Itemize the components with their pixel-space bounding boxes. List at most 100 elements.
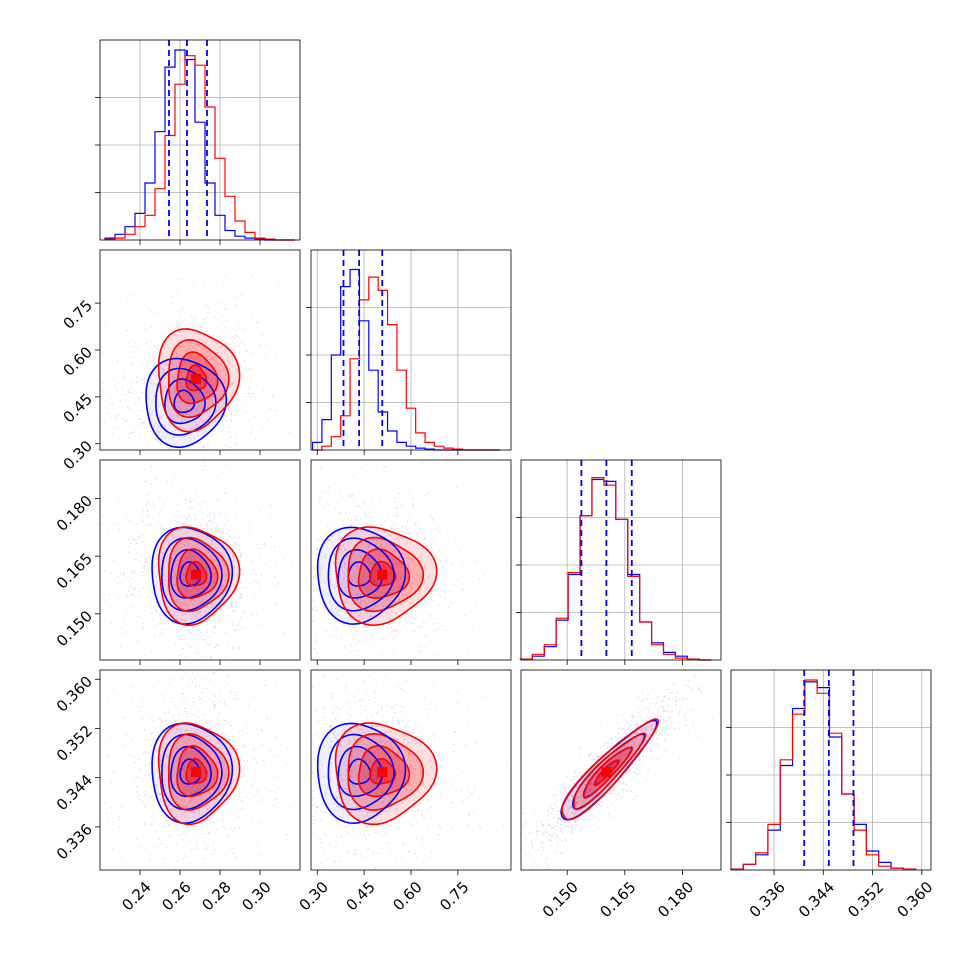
contour-red [157, 526, 241, 627]
contour-red [357, 745, 411, 798]
panel-frame [730, 669, 932, 871]
contour-red [561, 718, 660, 821]
contour-red [582, 746, 634, 799]
density-peak [191, 569, 201, 580]
contour-blue [179, 758, 202, 785]
density-peak [191, 373, 201, 384]
pair-panel-1-3 [310, 669, 512, 875]
y-tick-label: 0.75 [60, 296, 96, 332]
contour-blue [151, 526, 234, 625]
contour-red [157, 328, 241, 433]
contour-blue [337, 745, 383, 798]
panel-frame [99, 669, 301, 871]
density-peak [377, 767, 388, 778]
contour-blue [327, 733, 395, 811]
x-tick-label: 0.30 [238, 878, 274, 914]
panel-content [100, 460, 293, 660]
y-tick-label: 0.352 [53, 722, 96, 765]
contour-red [185, 758, 208, 785]
y-tick-label: 0.360 [53, 673, 96, 716]
x-tick-label: 0.60 [389, 878, 425, 914]
contour-blue [170, 745, 212, 798]
density-peak [191, 767, 201, 778]
x-tick-label: 0.336 [746, 878, 789, 921]
contour-red [573, 732, 647, 811]
panel-content [522, 670, 714, 870]
x-tick-label: 0.360 [893, 878, 936, 921]
marginal-panel-0 [95, 39, 301, 245]
panel-frame [99, 459, 301, 661]
density-peak [377, 569, 388, 580]
contour-red [334, 526, 438, 627]
contour-red [176, 351, 219, 405]
x-tick-label: 0.344 [795, 878, 838, 921]
pair-panel-0-3 [95, 669, 301, 875]
panel-content [100, 258, 291, 450]
y-tick-label: 0.150 [53, 607, 96, 650]
contour-blue [316, 526, 407, 625]
histogram-red-0 [104, 55, 295, 241]
y-tick-label: 0.180 [53, 492, 96, 535]
marginal-panel-1 [306, 249, 512, 455]
contour-blue [151, 722, 234, 825]
contour-blue [173, 389, 196, 414]
panel-frame [99, 39, 301, 241]
marginal-panel-2 [516, 459, 722, 665]
y-tick-label: 0.45 [60, 390, 96, 426]
panel-content [100, 670, 291, 870]
x-tick-label: 0.75 [436, 878, 472, 914]
contour-blue [327, 537, 395, 612]
contour-blue [145, 357, 228, 449]
contour-red [176, 745, 219, 798]
contour-red [369, 560, 397, 587]
contour-red [369, 758, 397, 785]
contour-red [168, 536, 230, 613]
contour-red [157, 722, 241, 826]
y-tick-label: 0.30 [60, 437, 96, 473]
y-tick-label: 0.60 [60, 343, 96, 379]
x-tick-label: 0.30 [296, 878, 332, 914]
contour-blue [161, 537, 223, 612]
scatter-points [311, 461, 480, 657]
panel-frame [520, 459, 722, 661]
contour-red [347, 732, 425, 811]
contour-red [185, 364, 208, 392]
histogram-red-2 [519, 477, 712, 661]
density-peak [601, 767, 612, 778]
y-tick-label: 0.336 [53, 820, 96, 863]
x-tick-label: 0.150 [539, 878, 582, 921]
contour-blue [164, 378, 206, 425]
x-tick-label: 0.352 [844, 878, 887, 921]
contour-red [185, 560, 208, 587]
pair-panel-0-1 [95, 249, 301, 455]
x-tick-label: 0.26 [158, 878, 194, 914]
x-tick-label: 0.45 [343, 878, 379, 914]
marginal-panel-3 [726, 669, 932, 875]
contour-red [334, 722, 438, 826]
histogram-red-3 [730, 679, 917, 870]
contour-red [347, 536, 425, 613]
y-tick-label: 0.165 [53, 549, 96, 592]
contour-red [357, 548, 411, 599]
panel-content [311, 461, 508, 660]
contour-blue [179, 561, 202, 587]
contour-blue [170, 548, 212, 599]
pair-panel-0-2 [95, 459, 301, 665]
x-tick-label: 0.165 [596, 878, 639, 921]
histogram-red-1 [312, 276, 501, 451]
contour-red [168, 338, 230, 419]
panel-frame [520, 669, 722, 871]
pair-panel-2-3 [520, 669, 722, 875]
panel-content [311, 670, 508, 870]
y-tick-label: 0.344 [53, 771, 96, 814]
contour-blue [161, 733, 223, 811]
histogram-blue-3 [730, 681, 917, 870]
x-tick-label: 0.28 [198, 878, 234, 914]
x-tick-label: 0.24 [118, 878, 154, 914]
contour-red [176, 548, 219, 599]
contour-red [168, 732, 230, 811]
contour-blue [316, 722, 407, 825]
x-tick-label: 0.180 [654, 878, 697, 921]
pair-panel-1-2 [310, 459, 512, 665]
